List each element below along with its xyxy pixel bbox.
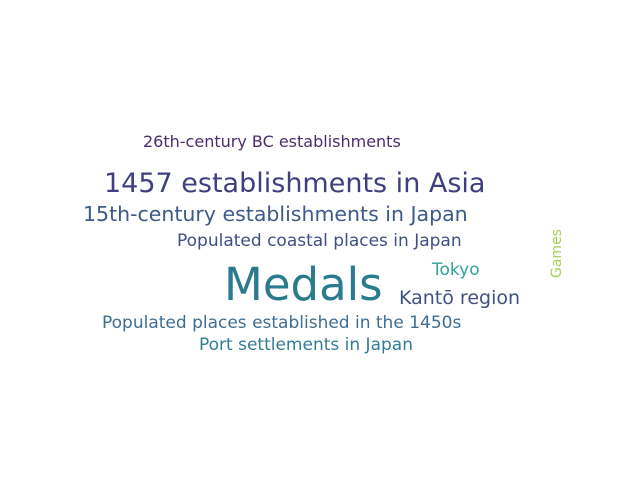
word-26th-century-bc-establishments: 26th-century BC establishments [143,132,401,151]
word-kanto-region: Kantō region [399,287,521,309]
word-15th-century-establishments-in-japan: 15th-century establishments in Japan [83,202,468,226]
word-medals: Medals [224,258,383,311]
word-tokyo: Tokyo [432,260,480,280]
word-port-settlements-in-japan: Port settlements in Japan [199,335,413,355]
word-populated-places-established-in-the-1450s: Populated places established in the 1450… [102,313,462,333]
word-games: Games [549,229,565,278]
word-1457-establishments-in-asia: 1457 establishments in Asia [104,168,486,199]
word-populated-coastal-places-in-japan: Populated coastal places in Japan [177,231,462,251]
